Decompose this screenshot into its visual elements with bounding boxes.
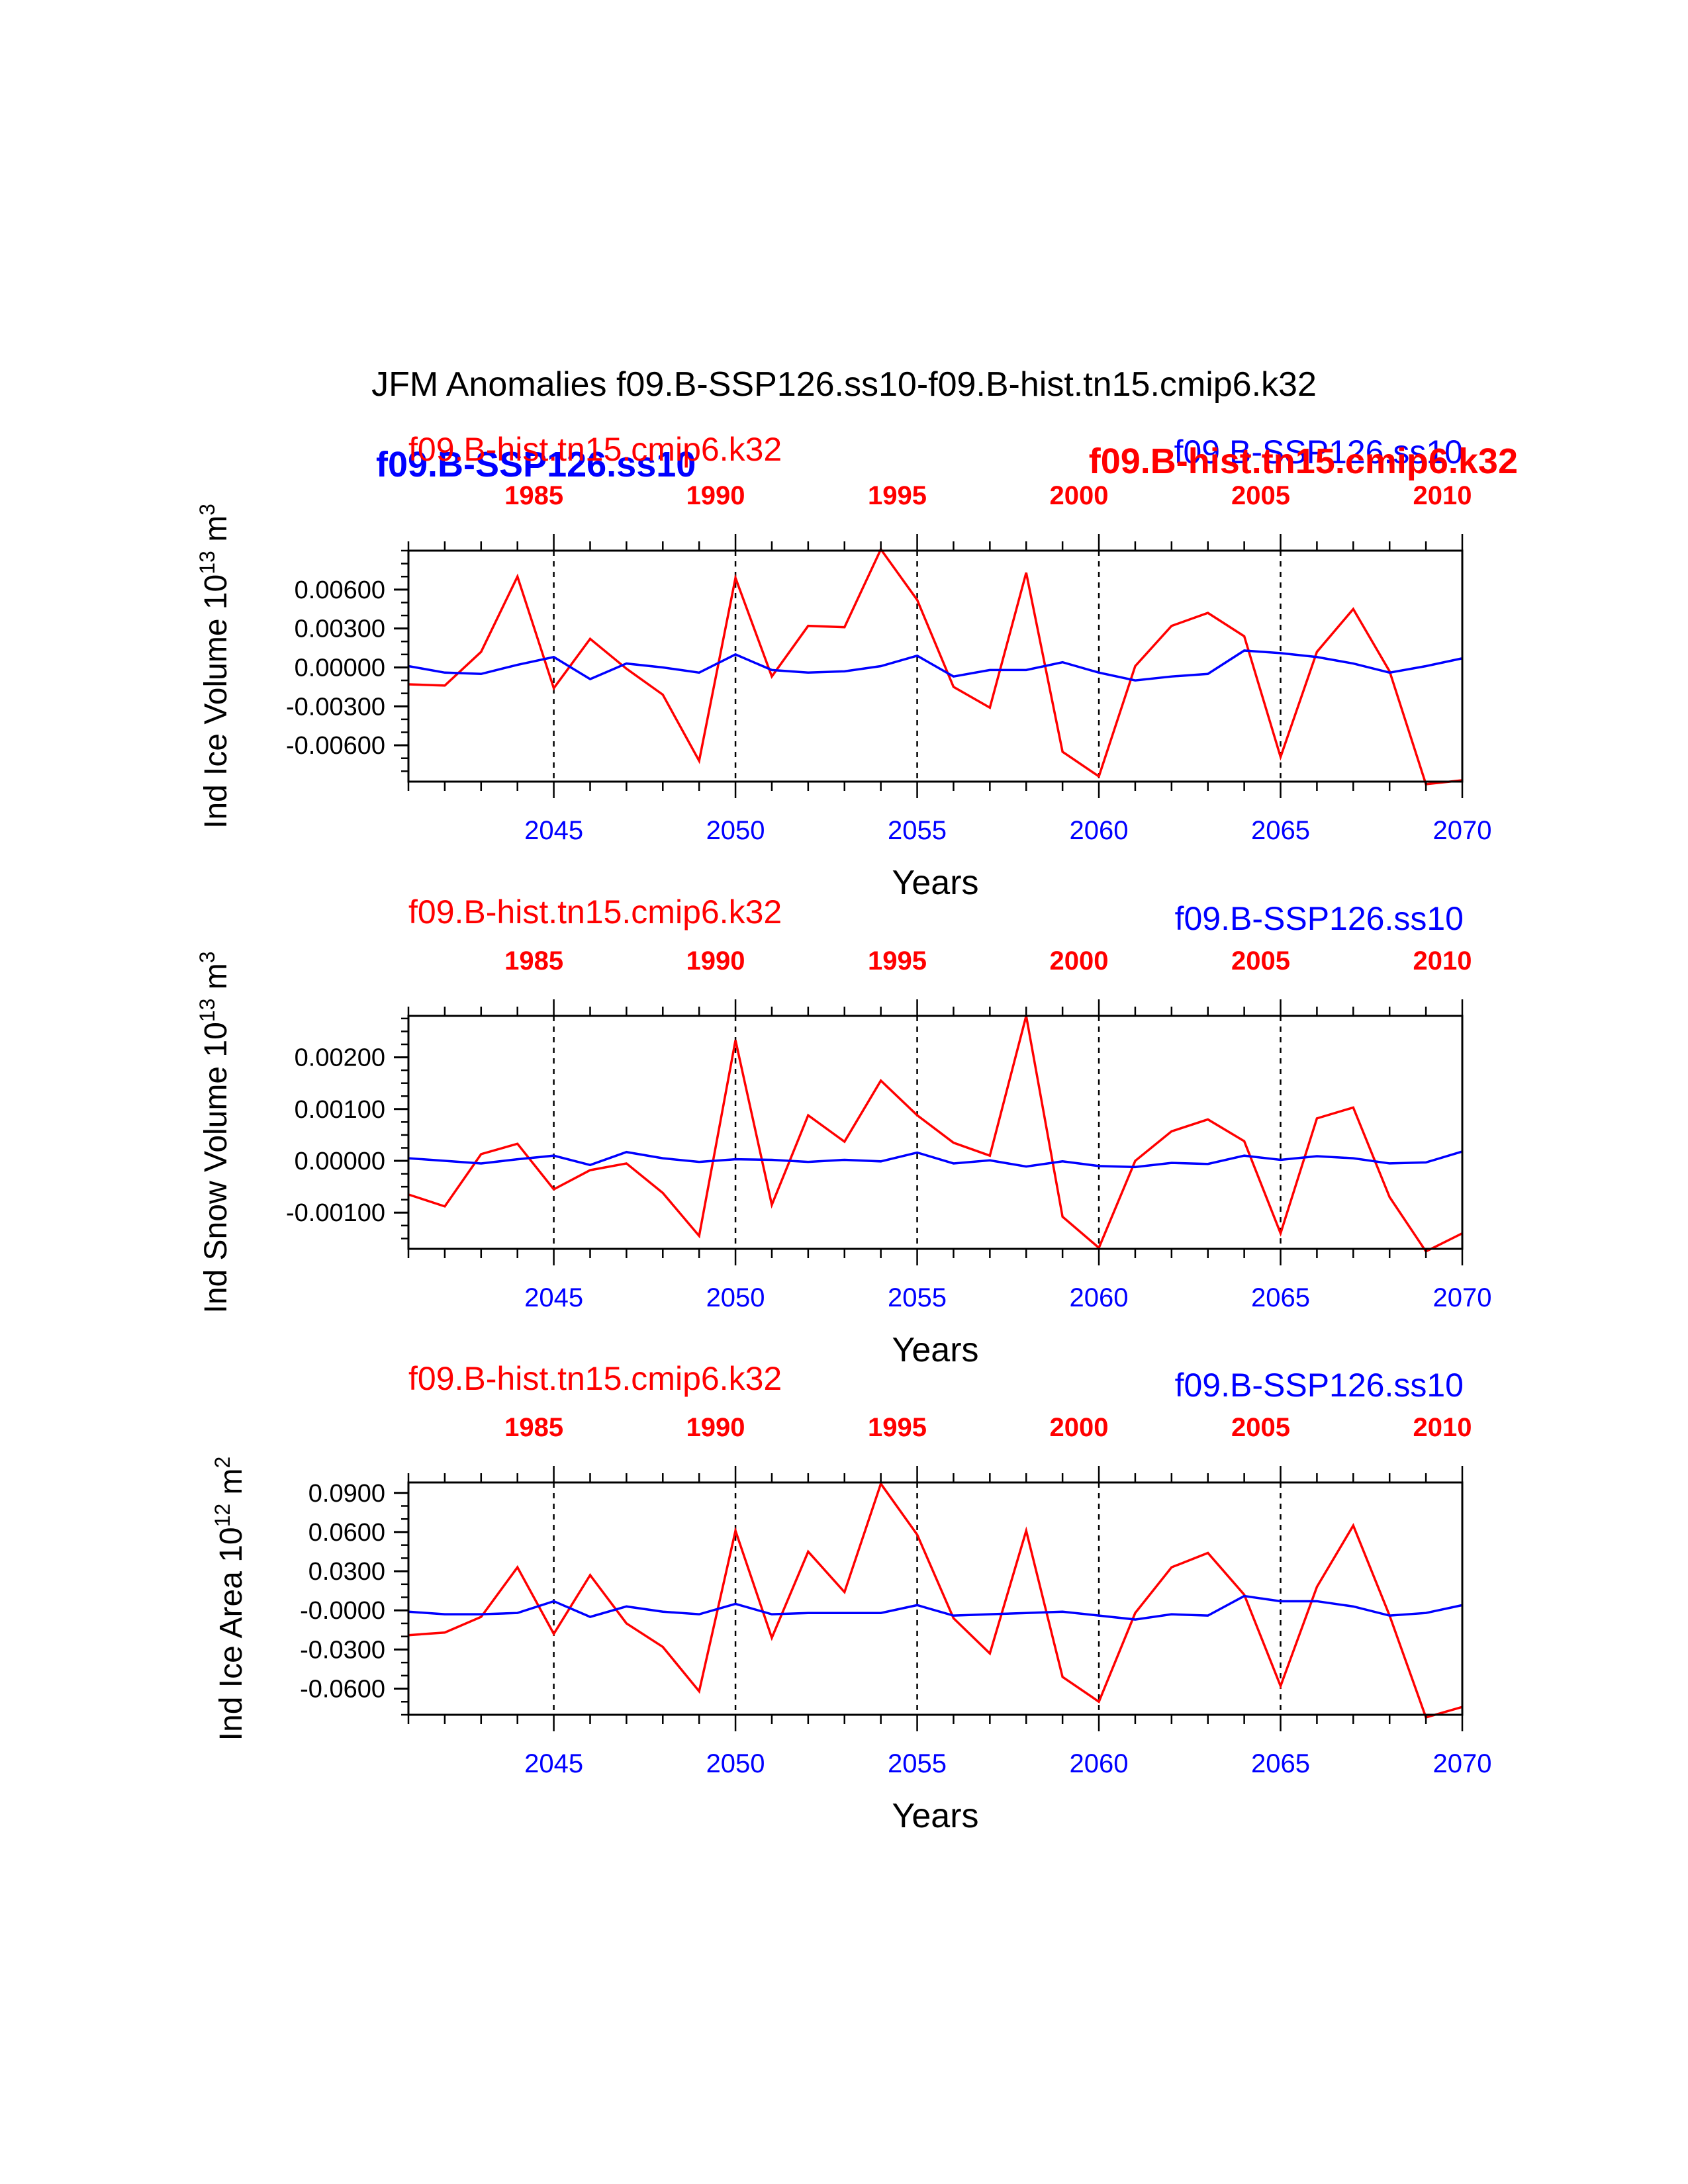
panel-2-ssp-series-label: f09.B-SSP126.ss10 [1175,900,1464,937]
panel-3-xtick-label-bottom: 2050 [706,1749,765,1778]
panel-1-xtick-label-bottom: 2055 [888,816,947,845]
overlay-ssp-bold-label: f09.B-SSP126.ss10 [376,445,696,484]
panel-1-hist-overlap-label: f09.B-hist.tn15.cmip6.k32 [408,431,782,468]
panel-1-xtick-label-bottom: 2060 [1070,816,1129,845]
panel-3-xtick-label-bottom: 2065 [1251,1749,1310,1778]
panel-3-x-axis-title: Years [892,1797,978,1835]
panel-3-plot-frame [407,1481,1464,1716]
panel-3-ytick-label: 0.0300 [308,1558,385,1586]
panel-1-xtick-label-bottom: 2050 [706,816,765,845]
panel-2-xtick-label-top: 2005 [1231,946,1290,976]
panel-3-xtick-label-bottom: 2060 [1070,1749,1129,1778]
panel-3-xtick-label-top: 2005 [1231,1413,1290,1442]
panel-2-ytick-label: -0.00100 [286,1199,385,1227]
panel-2-y-axis-title: Ind Snow Volume 1013 m3 [195,951,234,1313]
panel-1-ytick-label: 0.00000 [295,654,385,682]
panel-2-xtick-label-bottom: 2065 [1251,1283,1310,1312]
panel-2-ytick-label: 0.00100 [295,1096,385,1124]
panel-1-xtick-label-top: 1995 [868,481,927,510]
panel-1-x-axis-title: Years [892,864,978,902]
panel-2-xtick-label-bottom: 2050 [706,1283,765,1312]
panel-1-xtick-label-top: 2010 [1413,481,1472,510]
panel-1-xtick-label-top: 2005 [1231,481,1290,510]
panel-3-ytick-label: -0.0300 [300,1636,385,1664]
panel-3-xtick-label-top: 1985 [504,1413,563,1442]
panel-1-ssp-overlap-label: f09.B-SSP126.ss10 [1174,433,1463,471]
panel-1-xtick-label-top: 1985 [504,481,563,510]
panel-1-ytick-label: -0.00300 [286,693,385,721]
panel-3-xtick-label-top: 1995 [868,1413,927,1442]
panel-2-xtick-label-bottom: 2055 [888,1283,947,1312]
panel-1-xtick-label-top: 1990 [686,481,745,510]
panel-2-xtick-label-bottom: 2060 [1070,1283,1129,1312]
panel-3-xtick-label-top: 2010 [1413,1413,1472,1442]
panel-2-plot-frame [407,1015,1464,1250]
panel-1-ytick-label: 0.00600 [295,576,385,604]
panel-3-ssp-series-label: f09.B-SSP126.ss10 [1175,1367,1464,1404]
panel-1-y-axis-title: Ind Ice Volume 1013 m3 [195,504,234,829]
panel-1-plot-frame [407,549,1464,783]
figure-title: JFM Anomalies f09.B-SSP126.ss10-f09.B-hi… [371,365,1317,404]
chart-panel-3: 0.0900 0.0600 0.0300 -0.0000 -0.0300 -0.0600 2… [211,1360,1491,1835]
chart-panel-2: 0.00200 0.00100 0.00000 -0.00100 2045 2050 205… [195,893,1491,1369]
panel-3-ytick-label: -0.0000 [300,1597,385,1625]
panel-1-series-ssp-line [408,649,1463,682]
panel-2-xtick-label-bottom: 2045 [524,1283,583,1312]
panel-2-xtick-label-top: 1990 [686,946,745,976]
panel-3-ytick-label: 0.0600 [308,1519,385,1547]
panel-3-xtick-label-bottom: 2045 [524,1749,583,1778]
panel-3-xtick-label-bottom: 2055 [888,1749,947,1778]
panel-2-x-axis-title: Years [892,1331,978,1369]
panel-2-series-ssp-line [408,1150,1463,1169]
panel-2-xtick-label-bottom: 2070 [1433,1283,1492,1312]
chart-panel-1: 0.00600 0.00300 0.00000 -0.00300 -0.00600 204… [195,481,1491,902]
panel-1-ytick-label: -0.00600 [286,732,385,760]
panel-2-ytick-label: 0.00200 [295,1044,385,1072]
panel-3-ytick-label: 0.0900 [308,1480,385,1508]
panel-2-series-hist-line [408,1015,1463,1253]
panel-2-xtick-label-top: 1995 [868,946,927,976]
panel-1-series-hist-line [408,547,1463,786]
panel-2-xtick-label-top: 2000 [1050,946,1109,976]
panel-1-xtick-label-bottom: 2045 [524,816,583,845]
panel-3-series-hist-line [408,1481,1463,1719]
panel-3-series-ssp-line [408,1594,1463,1621]
panel-3-hist-series-label: f09.B-hist.tn15.cmip6.k32 [408,1360,782,1397]
chart-panels: 0.00600 0.00300 0.00000 -0.00300 -0.00600 204… [195,481,1491,1835]
panel-1-ytick-label: 0.00300 [295,615,385,643]
panel-2-hist-series-label: f09.B-hist.tn15.cmip6.k32 [408,893,782,931]
overlay-hist-bold-label: f09.B-hist.tn15.cmip6.k32 [1089,441,1518,481]
panel-3-y-axis-title: Ind Ice Area 1012 m2 [211,1457,249,1741]
panel-3-xtick-label-top: 2000 [1050,1413,1109,1442]
panel-1-xtick-label-bottom: 2070 [1433,816,1492,845]
panel-3-xtick-label-top: 1990 [686,1413,745,1442]
panel-3-xtick-label-bottom: 2070 [1433,1749,1492,1778]
panel-1-xtick-label-bottom: 2065 [1251,816,1310,845]
panel-2-xtick-label-top: 1985 [504,946,563,976]
panel-2-ytick-label: 0.00000 [295,1148,385,1175]
panel-1-xtick-label-top: 2000 [1050,481,1109,510]
panel-2-xtick-label-top: 2010 [1413,946,1472,976]
panel-3-ytick-label: -0.0600 [300,1676,385,1704]
